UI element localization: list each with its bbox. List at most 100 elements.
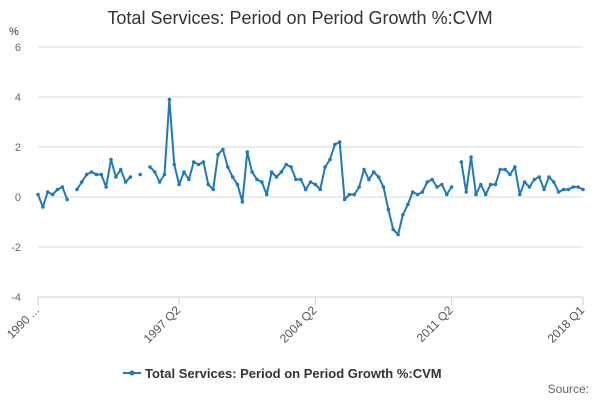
data-point[interactable] (187, 177, 191, 182)
data-point[interactable] (328, 157, 332, 162)
data-point[interactable] (386, 207, 391, 212)
data-point[interactable] (508, 172, 512, 177)
data-point[interactable] (274, 175, 279, 179)
data-point[interactable] (464, 190, 469, 194)
data-point[interactable] (289, 165, 293, 169)
data-point[interactable] (581, 187, 585, 192)
data-point[interactable] (391, 227, 396, 232)
data-point[interactable] (36, 192, 40, 197)
data-point[interactable] (284, 162, 288, 167)
data-point[interactable] (75, 187, 79, 192)
data-point[interactable] (449, 185, 454, 189)
data-point[interactable] (347, 192, 352, 197)
data-point[interactable] (79, 180, 84, 184)
data-point[interactable] (537, 175, 542, 179)
data-point[interactable] (191, 160, 196, 164)
data-point[interactable] (488, 182, 493, 187)
data-point[interactable] (162, 172, 167, 177)
data-point[interactable] (148, 165, 152, 169)
data-point[interactable] (313, 182, 318, 187)
data-point[interactable] (547, 175, 551, 179)
data-point[interactable] (376, 175, 381, 179)
data-point[interactable] (104, 185, 108, 189)
data-point[interactable] (225, 165, 230, 169)
data-point[interactable] (396, 232, 400, 237)
data-point[interactable] (84, 172, 89, 177)
data-point[interactable] (493, 182, 498, 187)
data-point[interactable] (255, 177, 259, 182)
data-point[interactable] (177, 182, 181, 187)
data-point[interactable] (308, 180, 313, 184)
data-point[interactable] (357, 185, 361, 189)
source-label[interactable]: Source: (548, 382, 589, 396)
data-point[interactable] (410, 190, 415, 194)
data-point[interactable] (157, 180, 162, 184)
data-point[interactable] (216, 152, 220, 157)
data-point[interactable] (333, 142, 337, 147)
data-point[interactable] (371, 170, 376, 174)
data-point[interactable] (352, 192, 357, 197)
data-point[interactable] (114, 175, 118, 179)
data-point[interactable] (444, 192, 449, 197)
data-point[interactable] (430, 177, 434, 182)
data-point[interactable] (41, 205, 45, 209)
data-point[interactable] (128, 175, 133, 179)
data-point[interactable] (532, 177, 537, 182)
data-point[interactable] (401, 212, 405, 217)
data-point[interactable] (206, 182, 211, 187)
data-point[interactable] (435, 185, 439, 189)
data-point[interactable] (406, 202, 410, 207)
data-point[interactable] (182, 170, 186, 174)
data-point[interactable] (55, 187, 60, 192)
data-point[interactable] (196, 162, 201, 167)
data-point[interactable] (152, 170, 157, 174)
data-point[interactable] (469, 155, 473, 159)
data-point[interactable] (362, 167, 366, 172)
data-point[interactable] (89, 170, 94, 174)
data-point[interactable] (556, 190, 561, 194)
data-point[interactable] (459, 160, 464, 164)
data-point[interactable] (503, 167, 507, 172)
data-point[interactable] (60, 185, 65, 189)
data-point[interactable] (65, 197, 69, 202)
data-point[interactable] (440, 182, 444, 187)
data-point[interactable] (323, 165, 327, 169)
data-point[interactable] (50, 192, 55, 197)
data-point[interactable] (279, 170, 284, 174)
data-point[interactable] (522, 180, 527, 184)
data-point[interactable] (561, 187, 566, 192)
data-point[interactable] (99, 172, 104, 177)
data-point[interactable] (211, 187, 215, 192)
data-point[interactable] (420, 190, 425, 194)
data-point[interactable] (235, 182, 240, 187)
data-point[interactable] (123, 180, 128, 184)
data-point[interactable] (298, 177, 303, 182)
data-point[interactable] (474, 192, 478, 197)
data-point[interactable] (552, 180, 556, 184)
data-point[interactable] (260, 180, 264, 184)
data-point[interactable] (269, 170, 274, 174)
data-point[interactable] (221, 147, 225, 152)
data-point[interactable] (571, 185, 576, 189)
data-point[interactable] (250, 170, 254, 174)
data-point[interactable] (172, 162, 177, 167)
data-point[interactable] (318, 187, 323, 192)
data-point[interactable] (303, 187, 308, 192)
data-point[interactable] (245, 150, 250, 154)
data-point[interactable] (337, 140, 342, 144)
data-point[interactable] (483, 192, 488, 197)
data-point[interactable] (167, 97, 172, 102)
data-point[interactable] (201, 160, 206, 164)
data-point[interactable] (576, 185, 580, 189)
data-point[interactable] (527, 185, 532, 189)
data-point[interactable] (264, 192, 269, 197)
data-point[interactable] (367, 177, 371, 182)
data-point[interactable] (425, 180, 430, 184)
data-point[interactable] (566, 187, 571, 192)
data-point[interactable] (138, 172, 142, 177)
data-point[interactable] (517, 192, 522, 197)
legend[interactable]: Total Services: Period on Period Growth … (123, 366, 442, 381)
data-point[interactable] (513, 165, 517, 169)
data-point[interactable] (230, 175, 235, 179)
data-point[interactable] (45, 190, 50, 194)
